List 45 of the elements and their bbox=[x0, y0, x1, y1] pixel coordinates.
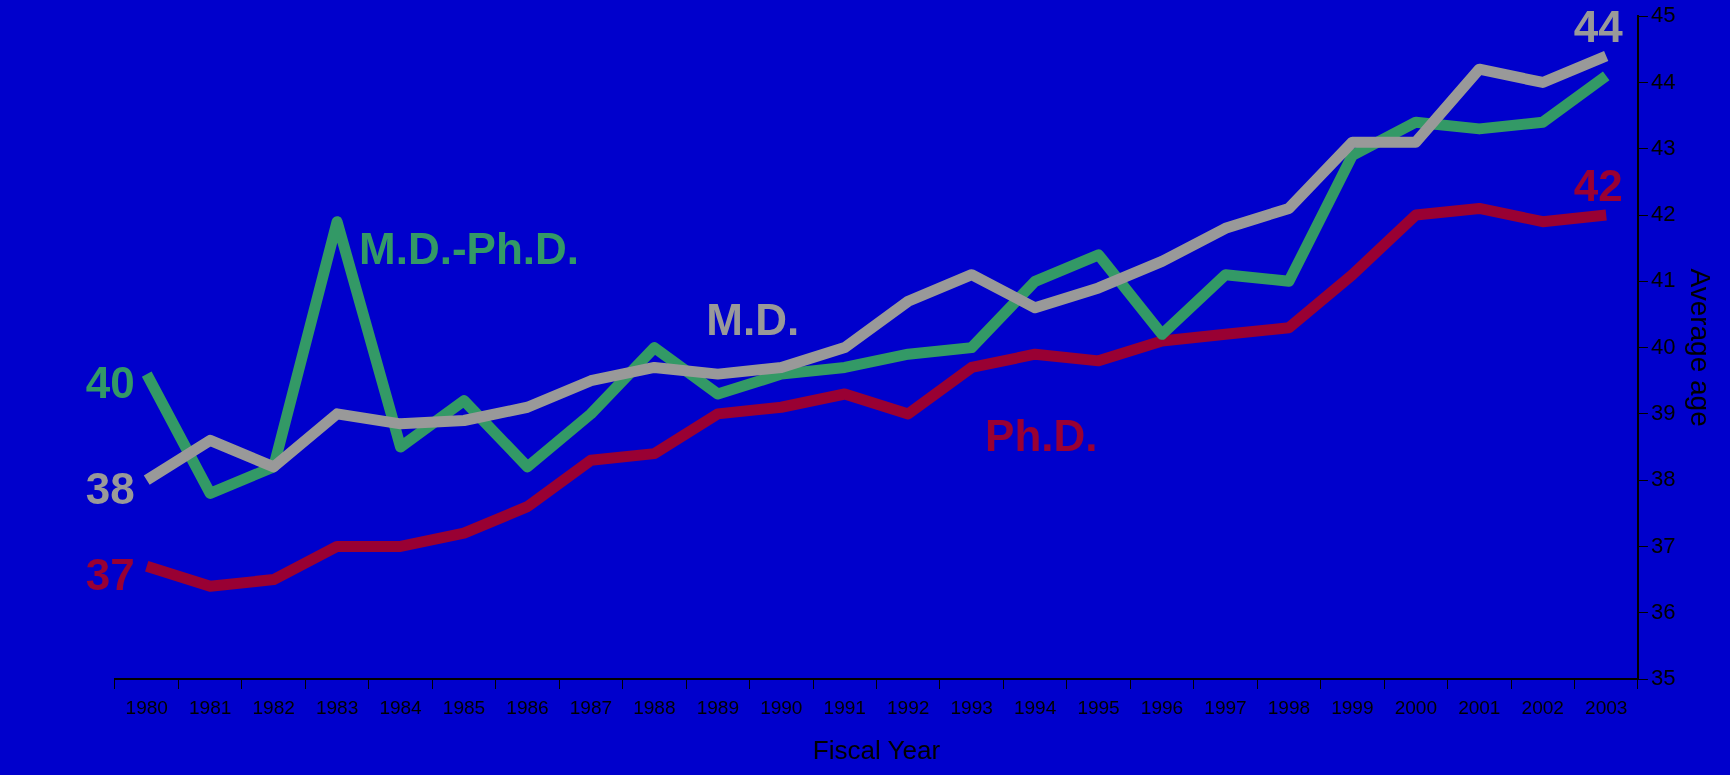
y-tick-label: 44 bbox=[1650, 68, 1676, 94]
series-label: M.D.-Ph.D. bbox=[359, 223, 580, 273]
x-tick-label: 1994 bbox=[1013, 696, 1057, 718]
y-tick-label: 36 bbox=[1650, 598, 1676, 624]
data-label: 38 bbox=[85, 464, 135, 514]
x-tick-label: 2003 bbox=[1585, 696, 1628, 718]
x-tick-label: 1995 bbox=[1077, 696, 1120, 718]
x-tick-label: 1999 bbox=[1331, 696, 1374, 718]
x-tick-label: 1993 bbox=[950, 696, 993, 718]
y-tick-label: 42 bbox=[1650, 201, 1676, 227]
y-tick-label: 43 bbox=[1650, 134, 1676, 160]
x-axis-title: Fiscal Year bbox=[812, 734, 941, 765]
x-tick-label: 1985 bbox=[442, 696, 486, 718]
data-label: 44 bbox=[1573, 2, 1624, 52]
series-label: M.D. bbox=[706, 294, 800, 344]
y-tick-label: 45 bbox=[1650, 2, 1676, 28]
x-tick-label: 1989 bbox=[696, 696, 739, 718]
y-tick-label: 38 bbox=[1650, 466, 1676, 492]
data-label: 40 bbox=[85, 358, 135, 408]
data-label: 37 bbox=[85, 550, 135, 600]
x-tick-label: 1986 bbox=[506, 696, 549, 718]
x-tick-label: 1987 bbox=[569, 696, 613, 718]
series-label: Ph.D. bbox=[985, 411, 1098, 461]
x-tick-label: 1992 bbox=[887, 696, 930, 718]
x-tick-label: 2002 bbox=[1521, 696, 1564, 718]
y-tick-label: 41 bbox=[1650, 267, 1676, 293]
x-tick-label: 1982 bbox=[252, 696, 295, 718]
x-tick-label: 1983 bbox=[315, 696, 359, 718]
y-axis-title: Average age bbox=[1685, 268, 1717, 427]
x-tick-label: 1991 bbox=[823, 696, 866, 718]
x-tick-label: 2000 bbox=[1394, 696, 1437, 718]
x-tick-label: 1998 bbox=[1267, 696, 1311, 718]
x-tick-label: 1996 bbox=[1140, 696, 1184, 718]
x-tick-label: 1997 bbox=[1204, 696, 1247, 718]
data-label: 42 bbox=[1573, 161, 1623, 211]
y-tick-label: 37 bbox=[1650, 532, 1676, 558]
y-tick-label: 39 bbox=[1650, 399, 1676, 425]
x-tick-label: 1988 bbox=[633, 696, 676, 718]
x-tick-label: 1980 bbox=[125, 696, 168, 718]
x-tick-label: 1984 bbox=[379, 696, 423, 718]
x-tick-label: 1990 bbox=[760, 696, 803, 718]
x-tick-label: 2001 bbox=[1458, 696, 1501, 718]
y-tick-label: 40 bbox=[1650, 333, 1676, 359]
x-tick-label: 1981 bbox=[189, 696, 232, 718]
y-tick-label: 35 bbox=[1650, 665, 1676, 691]
